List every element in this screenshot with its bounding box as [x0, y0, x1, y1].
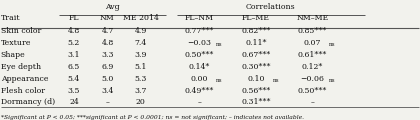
Text: 7.4: 7.4 — [135, 39, 147, 47]
Text: ns: ns — [329, 42, 336, 47]
Text: 0.49***: 0.49*** — [185, 87, 214, 95]
Text: 5.4: 5.4 — [68, 75, 80, 83]
Text: 6.9: 6.9 — [101, 63, 114, 71]
Text: 24: 24 — [69, 98, 79, 106]
Text: 4.8: 4.8 — [68, 27, 80, 35]
Text: 0.10: 0.10 — [247, 75, 265, 83]
Text: *Significant at P < 0.05; ***significant at P < 0.0001; ns = not significant; – : *Significant at P < 0.05; ***significant… — [1, 115, 304, 120]
Text: ns: ns — [216, 42, 223, 47]
Text: –: – — [105, 98, 109, 106]
Text: –: – — [197, 98, 202, 106]
Text: 3.9: 3.9 — [135, 51, 147, 59]
Text: 0.14*: 0.14* — [189, 63, 210, 71]
Text: NM: NM — [100, 14, 115, 22]
Text: ns: ns — [329, 78, 336, 83]
Text: 3.7: 3.7 — [135, 87, 147, 95]
Text: FL–ME: FL–ME — [242, 14, 270, 22]
Text: Appearance: Appearance — [1, 75, 48, 83]
Text: 4.7: 4.7 — [101, 27, 113, 35]
Text: 3.4: 3.4 — [101, 87, 114, 95]
Text: ns: ns — [216, 78, 223, 83]
Text: Eye depth: Eye depth — [1, 63, 41, 71]
Text: NM–ME: NM–ME — [297, 14, 329, 22]
Text: FL–NM: FL–NM — [185, 14, 214, 22]
Text: 0.30***: 0.30*** — [241, 63, 271, 71]
Text: −0.03: −0.03 — [188, 39, 212, 47]
Text: Avg: Avg — [105, 3, 120, 11]
Text: Skin color: Skin color — [1, 27, 41, 35]
Text: 0.07: 0.07 — [304, 39, 321, 47]
Text: 3.5: 3.5 — [68, 87, 80, 95]
Text: 3.1: 3.1 — [68, 51, 80, 59]
Text: 5.2: 5.2 — [68, 39, 80, 47]
Text: 4.8: 4.8 — [101, 39, 113, 47]
Text: 20: 20 — [136, 98, 146, 106]
Text: 3.3: 3.3 — [101, 51, 114, 59]
Text: 6.5: 6.5 — [68, 63, 80, 71]
Text: 0.00: 0.00 — [191, 75, 208, 83]
Text: 0.31***: 0.31*** — [241, 98, 271, 106]
Text: 0.12*: 0.12* — [302, 63, 323, 71]
Text: 0.61***: 0.61*** — [298, 51, 327, 59]
Text: 0.82***: 0.82*** — [241, 27, 270, 35]
Text: Flesh color: Flesh color — [1, 87, 45, 95]
Text: Texture: Texture — [1, 39, 31, 47]
Text: 5.1: 5.1 — [135, 63, 147, 71]
Text: 0.77***: 0.77*** — [185, 27, 214, 35]
Text: 0.50***: 0.50*** — [185, 51, 214, 59]
Text: Correlations: Correlations — [246, 3, 296, 11]
Text: 0.11*: 0.11* — [245, 39, 267, 47]
Text: 0.50***: 0.50*** — [298, 87, 327, 95]
Text: 5.0: 5.0 — [101, 75, 114, 83]
Text: Trait: Trait — [1, 14, 20, 22]
Text: −0.06: −0.06 — [301, 75, 325, 83]
Text: 0.67***: 0.67*** — [241, 51, 270, 59]
Text: ME 2014: ME 2014 — [123, 14, 159, 22]
Text: 0.85***: 0.85*** — [298, 27, 327, 35]
Text: 4.9: 4.9 — [135, 27, 147, 35]
Text: 5.3: 5.3 — [135, 75, 147, 83]
Text: –: – — [311, 98, 315, 106]
Text: 0.56***: 0.56*** — [241, 87, 270, 95]
Text: Shape: Shape — [1, 51, 26, 59]
Text: ns: ns — [273, 78, 279, 83]
Text: Dormancy (d): Dormancy (d) — [1, 98, 55, 106]
Text: FL: FL — [69, 14, 79, 22]
